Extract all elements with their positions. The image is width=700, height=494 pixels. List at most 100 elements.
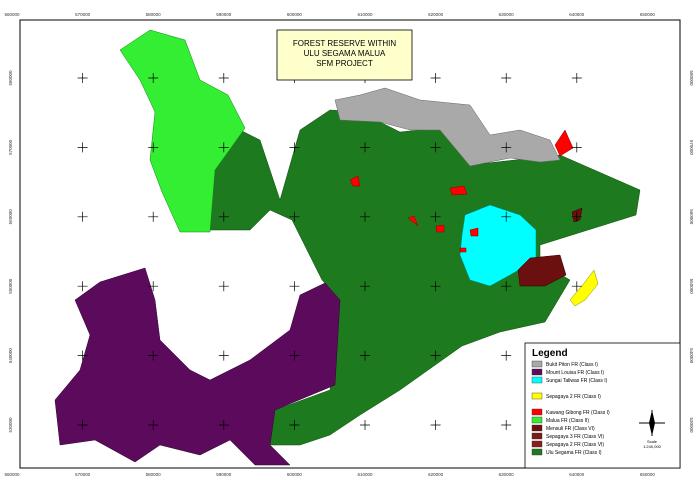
grid-cross <box>430 142 441 153</box>
bukit-piton-fr <box>334 87 561 167</box>
legend-swatch <box>531 448 543 456</box>
title-line: FOREST RESERVE WITHIN <box>293 39 396 48</box>
malua-fr <box>119 29 246 233</box>
grid-cross <box>218 142 229 153</box>
reserves <box>54 29 641 466</box>
grid-cross <box>501 281 512 292</box>
grid-cross <box>77 350 88 361</box>
y-coord-label: 570000 <box>689 140 694 156</box>
grid-cross <box>148 73 159 83</box>
y-coord-label: 580000 <box>689 70 694 86</box>
legend-label: Bukit Piton FR (Class I) <box>546 362 598 368</box>
grid-cross <box>430 420 441 430</box>
grid-cross <box>501 211 512 222</box>
legend-label: Sepagaya 2 FR (Class VI) <box>546 442 604 448</box>
legend: Bukit Piton FR (Class I) Mount Louisa FR … <box>531 360 610 456</box>
legend-swatch <box>531 408 543 416</box>
grid-cross <box>77 142 88 153</box>
x-coord-label: 600000 <box>287 12 303 17</box>
grid-cross <box>77 211 88 222</box>
grid-cross <box>77 420 88 430</box>
x-coord-label: 610000 <box>357 472 373 477</box>
grid-cross <box>571 142 582 153</box>
x-coord-label: 630000 <box>499 12 515 17</box>
grid-cross <box>360 350 370 361</box>
legend-label: Sepagaya 2 FR (Class I) <box>546 394 601 400</box>
legend-box <box>524 342 681 469</box>
grid-cross <box>289 420 300 430</box>
grid-cross <box>148 420 159 430</box>
legend-swatch <box>531 424 543 432</box>
x-coord-label: 640000 <box>569 472 585 477</box>
grid-cross <box>218 73 229 83</box>
grid-cross <box>501 73 512 83</box>
grid-cross <box>148 211 159 222</box>
scale-label: Scale <box>647 439 658 444</box>
legend-label: Mensuli FR (Class VI) <box>546 426 595 432</box>
grid-cross <box>360 211 370 222</box>
y-coord-label: 550000 <box>8 278 13 294</box>
grid-cross <box>501 420 512 430</box>
grid-cross <box>289 142 300 153</box>
legend-swatch <box>531 376 543 384</box>
grid-cross <box>360 142 370 153</box>
x-coord-label: 620000 <box>428 12 444 17</box>
y-coord-label: 530000 <box>689 417 694 433</box>
x-coord-label: 560000 <box>4 472 20 477</box>
legend-swatch <box>531 440 543 448</box>
mensuli-fr <box>517 207 583 287</box>
grid-cross <box>501 142 512 153</box>
grid-cross <box>218 281 229 292</box>
y-coord-label: 530000 <box>8 417 13 433</box>
grid-cross <box>430 73 441 83</box>
x-coord-label: 580000 <box>146 12 162 17</box>
legend-label: Mount Louisa FR (Class I) <box>546 370 604 376</box>
x-coord-label: 560000 <box>4 12 20 17</box>
grid-cross <box>77 73 88 83</box>
grid-cross <box>77 281 88 292</box>
grid-cross <box>571 73 582 83</box>
grid-cross <box>148 281 159 292</box>
y-coord-label: 550000 <box>689 279 694 295</box>
sepagaya-2-fr <box>569 269 599 307</box>
x-coord-label: 580000 <box>146 472 162 477</box>
legend-label: Malua FR (Class II) <box>546 418 589 424</box>
legend-label: Ulu Segama FR (Class I) <box>546 450 602 456</box>
legend-label: Kawang Gibong FR (Class I) <box>546 410 610 416</box>
coordinates: 560000 560000 570000 570000 580000 580000 5900… <box>4 12 694 477</box>
scale-label: 1:240,000 <box>643 444 662 449</box>
y-coord-label: 570000 <box>8 139 13 155</box>
legend-swatch <box>531 432 543 440</box>
x-coord-label: 570000 <box>75 12 91 17</box>
legend-label: Sepagaya 3 FR (Class VI) <box>546 434 604 440</box>
grid-cross <box>430 211 441 222</box>
x-coord-label: 610000 <box>357 12 373 17</box>
x-coord-label: 570000 <box>75 472 91 477</box>
legend-swatch <box>531 392 543 400</box>
north-arrow <box>639 410 665 436</box>
title-line: SFM PROJECT <box>316 59 373 68</box>
legend-title: Legend <box>532 348 568 359</box>
legend-swatch <box>531 416 543 424</box>
x-coord-label: 600000 <box>287 472 303 477</box>
kawang-gibong-fr <box>349 129 574 253</box>
mount-louisa-fr <box>54 267 341 466</box>
grid-cross <box>430 281 441 292</box>
grid-cross <box>218 350 229 361</box>
grid-cross <box>218 420 229 430</box>
x-coord-label: 620000 <box>428 472 444 477</box>
grid-cross <box>289 350 300 361</box>
grid-crosses <box>77 73 582 430</box>
title-line: ULU SEGAMA MALUA <box>304 49 386 58</box>
grid-cross <box>501 350 512 361</box>
x-coord-label: 650000 <box>640 12 656 17</box>
grid-cross <box>148 142 159 153</box>
y-coord-label: 580000 <box>8 70 13 86</box>
y-coord-label: 560000 <box>8 209 13 225</box>
legend-swatch <box>531 368 543 376</box>
legend-swatch <box>531 360 543 368</box>
legend-label: Sungai Taliwas FR (Class I) <box>546 378 608 384</box>
grid-cross <box>289 211 300 222</box>
grid-cross <box>148 350 159 361</box>
x-coord-label: 590000 <box>216 472 232 477</box>
